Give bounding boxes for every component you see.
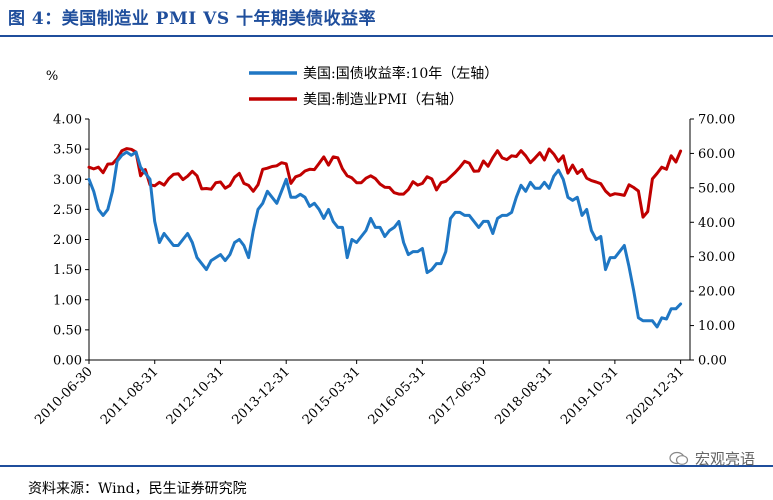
right-tick-label: 40.00 — [698, 216, 735, 231]
left-tick-label: 1.00 — [53, 293, 82, 308]
left-tick-label: 2.50 — [53, 203, 82, 218]
left-axis-unit-label: % — [46, 69, 58, 84]
x-tick-label: 2018-08-31 — [492, 364, 556, 428]
x-axis: 2010-06-30 2011-08-31 2012-10-31 2013-12-31… — [32, 359, 690, 428]
left-axis: 0.00 0.50 1.00 1.50 2.00 2.50 3.00 3.50 4.00 — [53, 113, 90, 369]
x-tick-label: 2015-03-31 — [300, 364, 364, 428]
left-tick-label: 0.50 — [53, 323, 82, 338]
chart-legend: 美国:国债收益率:10年（左轴） 美国:制造业PMI（右轴） — [249, 65, 498, 108]
x-tick-label: 2013-12-31 — [229, 364, 293, 428]
source-note: 资料来源：Wind，民生证券研究院 — [28, 481, 247, 497]
right-tick-label: 10.00 — [698, 319, 735, 334]
left-tick-label: 1.50 — [53, 263, 82, 278]
x-tick-label: 2020-12-31 — [624, 364, 688, 428]
chat-bubble-icon — [669, 451, 689, 465]
left-tick-label: 0.00 — [53, 354, 82, 369]
legend-label-yield: 美国:国债收益率:10年（左轴） — [303, 65, 498, 82]
chart-title: 图 4：美国制造业 PMI VS 十年期美债收益率 — [8, 9, 377, 29]
series-layer — [87, 147, 683, 329]
title-divider — [0, 35, 773, 37]
footer-divider — [0, 465, 773, 467]
manufacturing-pmi-line — [87, 147, 683, 219]
right-tick-label: 30.00 — [698, 250, 735, 265]
right-tick-label: 20.00 — [698, 285, 735, 300]
x-tick-label: 2019-10-31 — [558, 364, 622, 428]
right-tick-label: 60.00 — [698, 147, 735, 162]
left-tick-label: 2.00 — [53, 233, 82, 248]
right-tick-label: 0.00 — [698, 354, 727, 369]
right-tick-label: 50.00 — [698, 181, 735, 196]
x-tick-label: 2017-06-30 — [427, 364, 491, 428]
left-tick-label: 4.00 — [53, 113, 82, 128]
right-tick-label: 70.00 — [698, 113, 735, 128]
legend-label-pmi: 美国:制造业PMI（右轴） — [303, 92, 463, 108]
x-tick-label: 2010-06-30 — [32, 364, 96, 428]
watermark: 宏观亮语 — [669, 448, 755, 469]
x-tick-label: 2012-10-31 — [164, 364, 228, 428]
chart-canvas: 美国:国债收益率:10年（左轴） 美国:制造业PMI（右轴） % 0.00 0.50… — [32, 65, 735, 428]
right-axis: 0.00 10.00 20.00 30.00 40.00 50.00 60.00 70.00 — [689, 113, 735, 369]
left-tick-label: 3.00 — [53, 173, 82, 188]
left-tick-label: 3.50 — [53, 143, 82, 158]
x-tick-label: 2016-05-31 — [366, 364, 430, 428]
treasury-yield-line — [87, 150, 683, 329]
watermark-text: 宏观亮语 — [694, 450, 755, 468]
x-tick-label: 2011-08-31 — [98, 364, 162, 428]
